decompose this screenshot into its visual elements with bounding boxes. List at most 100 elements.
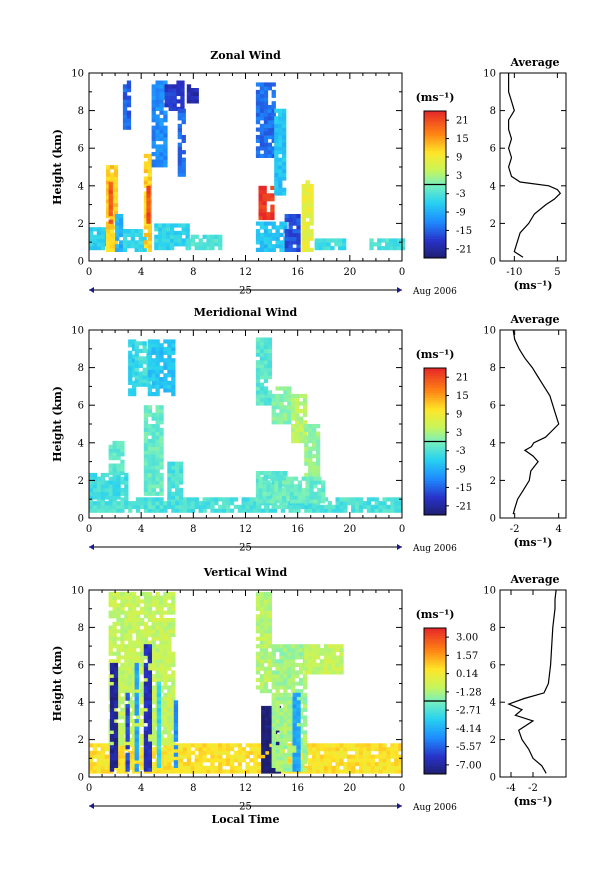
heatmap-cell xyxy=(159,610,164,615)
heatmap-cell xyxy=(173,715,179,720)
heatmap-cell xyxy=(116,491,121,496)
heatmap-cell xyxy=(96,227,102,232)
heatmap-cell xyxy=(309,199,314,204)
heatmap-cell xyxy=(155,362,160,367)
heatmap-cell xyxy=(116,730,121,735)
heatmap-cell xyxy=(319,651,325,656)
heatmap-cell xyxy=(267,229,272,234)
heatmap-cell xyxy=(295,689,300,694)
heatmap-cell xyxy=(291,662,296,667)
heatmap-cell xyxy=(156,685,162,690)
heatmap-cell xyxy=(159,465,164,470)
heatmap-cell xyxy=(385,238,390,243)
heatmap-cell xyxy=(342,246,347,251)
heatmap-cell xyxy=(396,238,402,243)
heatmap-cell xyxy=(119,229,124,234)
heatmap-cell xyxy=(265,739,270,744)
heatmap-cell xyxy=(109,176,115,181)
heatmap-cell xyxy=(132,610,137,615)
heatmap-cell xyxy=(263,393,269,399)
heatmap-cell xyxy=(120,467,125,472)
heatmap-cell xyxy=(124,648,129,653)
heatmap-cell xyxy=(287,659,292,664)
heatmap-cell xyxy=(159,666,164,671)
heatmap-cell xyxy=(167,707,172,712)
heatmap-cell xyxy=(287,722,292,727)
heatmap-cell xyxy=(374,765,379,770)
heatmap-cell xyxy=(172,95,177,100)
heatmap-cell xyxy=(202,747,207,752)
heatmap-cell xyxy=(120,685,125,690)
date-month: Aug 2006 xyxy=(412,287,457,297)
heatmap-cell xyxy=(312,747,317,752)
heatmap-cell xyxy=(206,765,211,770)
heatmap-cell xyxy=(210,501,215,506)
colorbar-segment xyxy=(424,488,446,491)
heatmap-cell xyxy=(186,504,192,509)
heatmap-cell xyxy=(120,621,125,626)
heatmap-cell xyxy=(128,662,133,667)
heatmap-cell xyxy=(159,121,164,127)
heatmap-cell xyxy=(202,508,207,513)
heatmap-cell xyxy=(113,726,119,731)
heatmap-cell xyxy=(139,610,145,615)
heatmap-cell xyxy=(315,439,321,444)
heatmap-cell xyxy=(249,743,254,748)
heatmap-cell xyxy=(92,242,98,247)
heatmap-cell xyxy=(128,765,133,770)
colorbar-segment xyxy=(424,115,446,119)
heatmap-cell xyxy=(335,758,340,763)
heatmap-cell xyxy=(139,747,145,752)
heatmap-cell xyxy=(263,625,269,630)
heatmap-cell xyxy=(163,358,168,363)
heatmap-cell xyxy=(287,670,292,675)
heatmap-cell xyxy=(143,240,149,245)
heatmap-cell xyxy=(296,504,301,509)
heatmap-cell xyxy=(296,692,301,697)
heatmap-cell xyxy=(124,662,129,667)
heatmap-cell xyxy=(291,416,296,421)
heatmap-cell xyxy=(374,504,379,509)
heatmap-cell xyxy=(327,662,332,667)
heatmap-cell xyxy=(287,730,292,735)
heatmap-cell xyxy=(168,106,173,111)
heatmap-cell xyxy=(124,595,129,600)
heatmap-cell xyxy=(156,737,162,742)
heatmap-cell xyxy=(106,195,111,200)
heatmap-cell xyxy=(237,747,242,752)
heatmap-cell xyxy=(279,240,284,245)
heatmap-cell xyxy=(179,472,184,478)
heatmap-cell xyxy=(151,159,156,164)
heatmap-cell xyxy=(185,234,190,239)
heatmap-cell xyxy=(263,360,269,365)
heatmap-cell xyxy=(237,743,242,748)
heatmap-cell xyxy=(143,655,149,660)
heatmap-cell xyxy=(263,236,269,241)
heatmap-cell xyxy=(327,648,332,653)
heatmap-cell xyxy=(210,497,215,502)
heatmap-cell xyxy=(112,610,117,615)
heatmap-cell xyxy=(259,131,265,136)
colorbar-segment xyxy=(424,177,446,181)
heatmap-cell xyxy=(155,412,160,417)
heatmap-cell xyxy=(263,599,269,604)
heatmap-cell xyxy=(321,487,326,493)
heatmap-cell xyxy=(322,242,327,247)
heatmap-cell xyxy=(263,636,269,641)
heatmap-cell xyxy=(302,741,308,746)
heatmap-cell xyxy=(159,136,164,142)
heatmap-cell xyxy=(147,354,152,359)
heatmap-cell xyxy=(125,711,130,716)
heatmap-cell xyxy=(104,743,109,748)
heatmap-cell xyxy=(132,629,137,634)
heatmap-cell xyxy=(302,749,308,754)
heatmap-cell xyxy=(257,769,262,774)
heatmap-cell xyxy=(109,696,115,701)
heatmap-cell xyxy=(155,424,160,429)
heatmap-cell xyxy=(270,193,275,198)
colorbar-segment xyxy=(424,744,446,748)
heatmap-cell xyxy=(171,501,176,506)
heatmap-cell xyxy=(295,420,300,425)
heatmap-cell xyxy=(112,463,117,468)
